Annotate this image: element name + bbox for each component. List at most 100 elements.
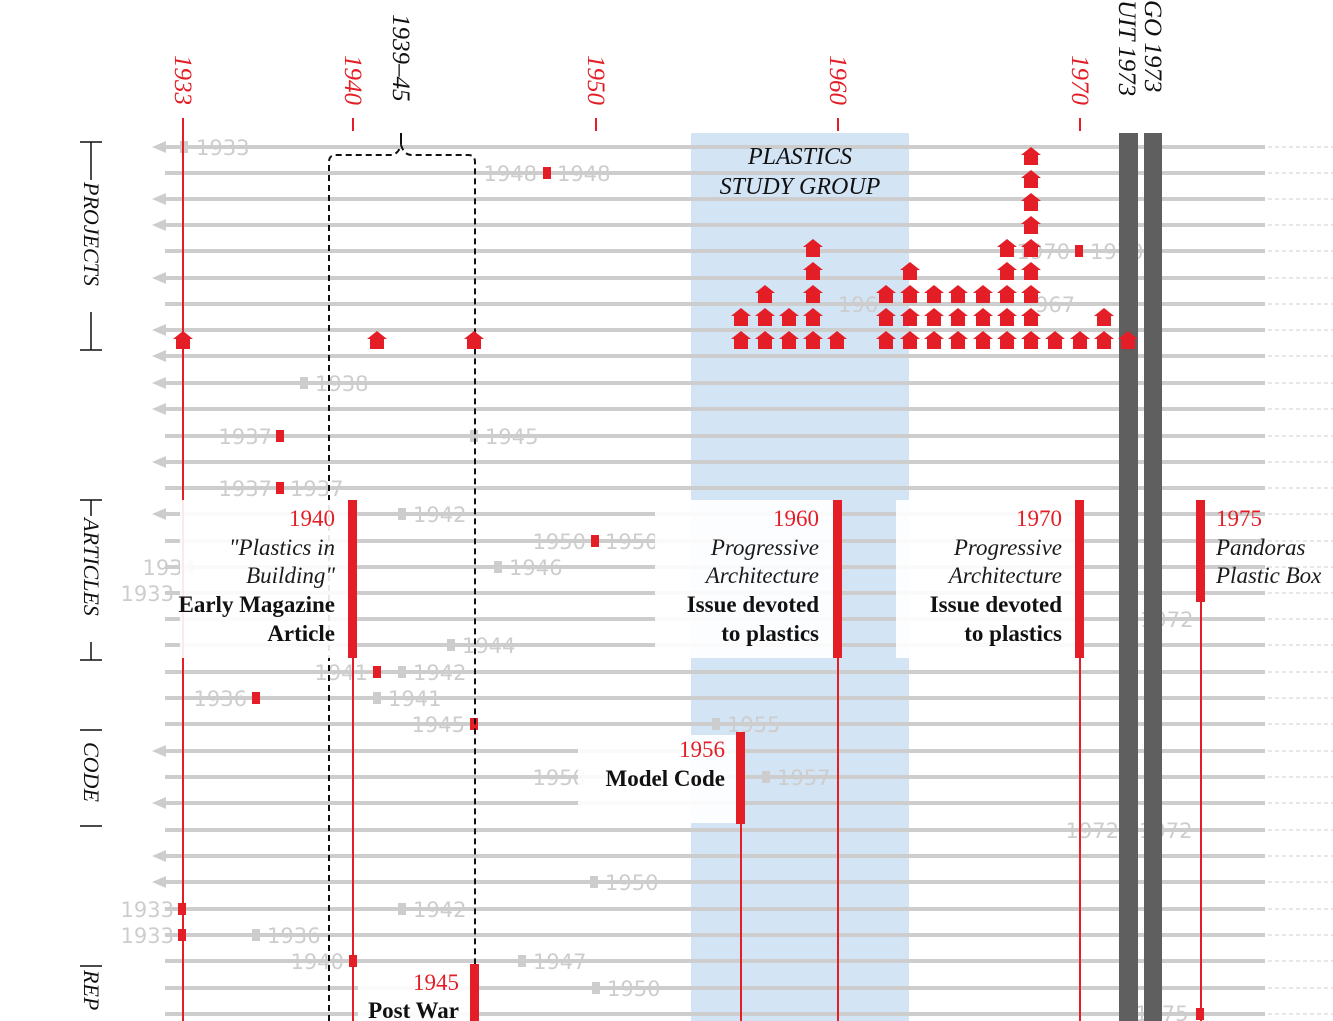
house-icon <box>948 308 968 326</box>
annotation-line: Architecture <box>704 563 819 588</box>
gray-markers <box>180 141 1133 994</box>
row-label-right: 1942 <box>413 898 466 922</box>
row-label-right: 1945 <box>485 425 538 449</box>
house-icon <box>367 331 387 349</box>
ago-1973-bar <box>1144 133 1162 1021</box>
annotation-1975: 1975 Pandoras Plastic Box <box>1215 506 1322 588</box>
top-year-labels: 1933 1940 1939–45 1950 1960 1970 UIT 197… <box>169 0 1166 106</box>
section-rep: REP <box>79 969 104 1010</box>
row-label-right: 1955 <box>727 713 780 737</box>
row-label-right: 1948 <box>557 162 610 186</box>
row-label-right: 1936 <box>267 924 320 948</box>
row-label-right: 1957 <box>777 766 830 790</box>
annotation-1960: 1960 Progressive Architecture Issue devo… <box>687 506 819 646</box>
bar-1975 <box>1196 500 1205 602</box>
house-icon <box>997 239 1017 257</box>
bar-1940 <box>348 500 357 658</box>
arrow-left-icon <box>152 377 166 389</box>
house-icon <box>973 331 993 349</box>
row-extensions <box>1268 146 1333 1015</box>
row-label-left: 1945 <box>412 713 465 737</box>
row-label-left: 1940 <box>291 950 344 974</box>
annotation-backgrounds <box>180 500 1076 1021</box>
row-label-right: 1950 <box>607 977 660 1001</box>
arrow-left-icon <box>152 350 166 362</box>
annotation-1970: 1970 Progressive Architecture Issue devo… <box>930 506 1062 646</box>
annotation-year: 1960 <box>773 506 819 531</box>
annotation-year: 1945 <box>413 970 459 995</box>
row-label-left: 1937 <box>219 477 272 501</box>
house-icon <box>1021 147 1041 165</box>
top-label-ago: GO 1973 <box>1139 0 1166 92</box>
arrow-left-icon <box>152 193 166 205</box>
row-label-left: 1941 <box>315 661 368 685</box>
row-label-right: 1950 <box>605 871 658 895</box>
house-icon <box>997 262 1017 280</box>
arrow-left-icon <box>152 219 166 231</box>
row-label-left: 1950 <box>533 766 586 790</box>
section-projects: PROJECTS <box>79 181 104 286</box>
annotation-line: Post War <box>368 998 459 1021</box>
arrow-left-icon <box>152 876 166 888</box>
annotation-1940: 1940 "Plastics in Building" Early Magazi… <box>179 506 336 646</box>
bar-1945 <box>470 964 479 1021</box>
house-icon <box>973 285 993 303</box>
quit-1973-bar <box>1119 133 1138 1021</box>
section-articles: ARTICLES <box>79 516 104 616</box>
side-labels: PROJECTS ARTICLES CODE REP <box>79 141 104 1010</box>
house-icon <box>1021 193 1041 211</box>
house-icon <box>973 308 993 326</box>
house-icon <box>464 331 484 349</box>
annotation-line: Early Magazine <box>179 592 336 617</box>
top-label-war: 1939–45 <box>387 14 414 102</box>
row-label-right: 1941 <box>388 687 441 711</box>
arrow-left-icon <box>152 850 166 862</box>
top-label-1960: 1960 <box>824 55 851 106</box>
row-label-right: 1946 <box>509 556 562 580</box>
top-label-1970: 1970 <box>1066 55 1093 106</box>
house-icon <box>997 331 1017 349</box>
house-icon <box>924 285 944 303</box>
row-label-right: 1942 <box>413 503 466 527</box>
annotation-line: Progressive <box>953 535 1062 560</box>
arrow-left-icon <box>152 508 166 520</box>
arrow-left-icon <box>152 324 166 336</box>
annotation-line: "Plastics in <box>229 535 335 560</box>
row-label-right: 1947 <box>533 950 586 974</box>
annotation-year: 1970 <box>1016 506 1062 531</box>
arrow-left-icon <box>152 403 166 415</box>
annotation-year: 1940 <box>289 506 335 531</box>
row-label-right: 1937 <box>290 477 343 501</box>
house-icon <box>1094 308 1114 326</box>
row-label-right: 1938 <box>315 372 368 396</box>
annotation-1945: 1945 Post War <box>368 970 459 1021</box>
annotation-line: Model Code <box>606 766 725 791</box>
row-label-right: 967 <box>1035 293 1075 317</box>
arrow-left-icon <box>152 141 166 153</box>
top-label-1933: 1933 <box>169 55 196 105</box>
house-icon <box>924 331 944 349</box>
house-icon <box>924 308 944 326</box>
annotation-line: to plastics <box>964 621 1062 646</box>
psg-title-line1: PLASTICS <box>747 144 852 170</box>
row-label-left: 1972 <box>1066 819 1119 843</box>
row-label-right: 1950 <box>605 530 658 554</box>
house-icon <box>948 331 968 349</box>
top-label-quit: UIT 1973 <box>1113 0 1140 96</box>
row-label-left: 1933 <box>121 898 174 922</box>
row-label-left: 1933 <box>121 924 174 948</box>
row-arrowheads <box>152 141 166 888</box>
house-icon <box>1021 331 1041 349</box>
house-icon <box>1021 285 1041 303</box>
row-label-left: 1936 <box>194 687 247 711</box>
annotation-line: Issue devoted <box>687 592 819 617</box>
house-icon <box>948 285 968 303</box>
bar-1956 <box>736 732 745 824</box>
annotation-line: Issue devoted <box>930 592 1062 617</box>
row-label-left: 1948 <box>484 162 537 186</box>
psg-title-line2: STUDY GROUP <box>720 174 881 200</box>
annotation-line: Plastic Box <box>1215 563 1322 588</box>
row-label-left: 196 <box>838 293 878 317</box>
annotation-line: Building" <box>246 563 335 588</box>
